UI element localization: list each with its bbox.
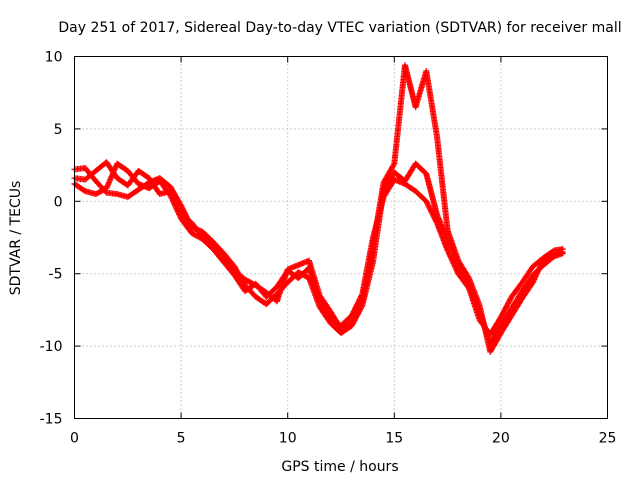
y-tick-label: 5 (54, 122, 63, 138)
y-tick-label: -5 (49, 267, 63, 283)
y-tick-label: -10 (40, 339, 63, 355)
data-point-marker (80, 187, 87, 194)
x-tick-label: 15 (385, 431, 403, 447)
plot-frame (74, 56, 608, 419)
axis-ticks: 0 5 10 15 20 25 -15 -10 -5 0 5 10 (40, 50, 617, 447)
y-tick-label: 0 (54, 194, 63, 210)
series-track-c (71, 62, 566, 355)
x-tick-label: 10 (279, 431, 297, 447)
data-point-marker (390, 161, 397, 168)
y-tick-label: -15 (40, 412, 63, 428)
x-tick-label: 0 (70, 431, 79, 447)
y-tick-label: 10 (45, 50, 63, 66)
grid-lines (74, 56, 608, 419)
data-point-marker (559, 248, 566, 255)
x-tick-label: 20 (492, 431, 510, 447)
x-tick-label: 25 (599, 431, 617, 447)
x-axis-label: GPS time / hours (281, 459, 398, 475)
data-markers (71, 62, 566, 355)
chart-title: Day 251 of 2017, Sidereal Day-to-day VTE… (58, 20, 621, 36)
y-axis-label: SDTVAR / TECUs (8, 181, 24, 296)
x-tick-label: 5 (177, 431, 186, 447)
